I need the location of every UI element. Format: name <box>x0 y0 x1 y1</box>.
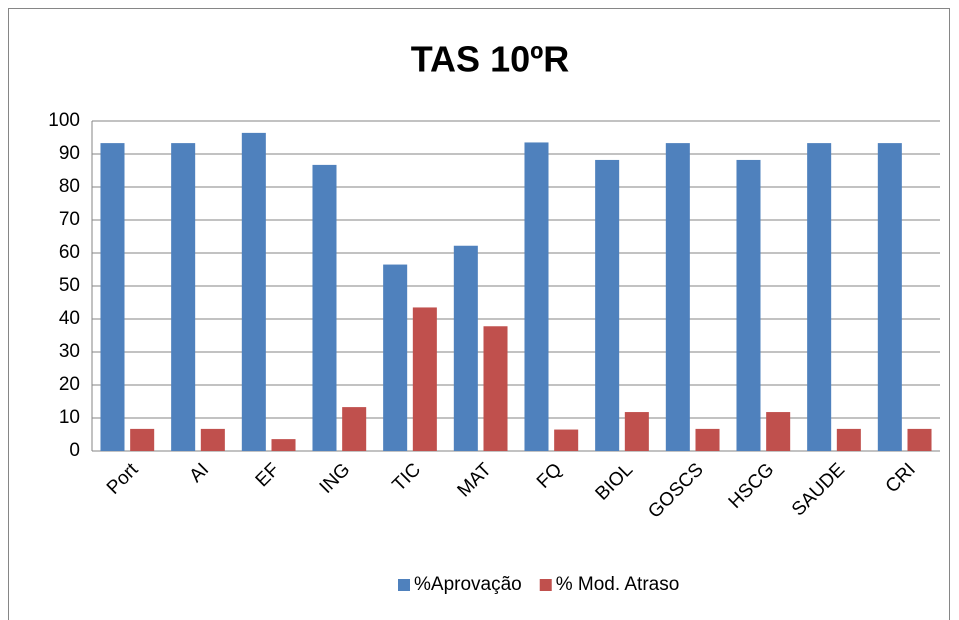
bar <box>453 245 478 451</box>
y-tick-label: 20 <box>59 374 80 395</box>
legend-swatch <box>398 579 410 591</box>
chart-title: TAS 10ºR <box>411 39 570 80</box>
y-tick-label: 90 <box>59 143 80 164</box>
bar <box>100 143 125 452</box>
bar <box>554 429 579 451</box>
y-tick-label: 40 <box>59 308 80 329</box>
legend-swatch <box>539 579 552 591</box>
legend-label: %Aprovação <box>414 574 522 595</box>
bar <box>524 142 549 451</box>
bar <box>695 428 720 451</box>
bar <box>342 407 367 451</box>
legend-label: % Mod. Atraso <box>556 574 680 595</box>
y-tick-label: 100 <box>48 110 80 131</box>
y-tick-label: 50 <box>59 275 80 296</box>
chart-border <box>8 8 950 620</box>
y-tick-label: 60 <box>59 242 80 263</box>
bar <box>383 264 408 451</box>
bar <box>241 132 266 451</box>
bar <box>171 143 196 452</box>
bar <box>483 326 508 451</box>
bar <box>807 143 832 452</box>
bar <box>665 143 690 452</box>
bar <box>877 143 902 452</box>
y-tick-label: 30 <box>59 341 80 362</box>
bar <box>736 159 761 451</box>
bar <box>130 428 155 451</box>
y-tick-label: 80 <box>59 176 80 197</box>
y-tick-label: 10 <box>59 407 80 428</box>
bar <box>907 428 932 451</box>
bar <box>836 428 861 451</box>
bar <box>412 307 437 451</box>
bar <box>271 439 296 451</box>
bar <box>312 164 337 451</box>
bar <box>595 159 620 451</box>
y-tick-label: 0 <box>69 440 80 461</box>
bar <box>766 412 791 451</box>
bar <box>200 428 225 451</box>
y-tick-label: 70 <box>59 209 80 230</box>
bar <box>624 412 649 451</box>
